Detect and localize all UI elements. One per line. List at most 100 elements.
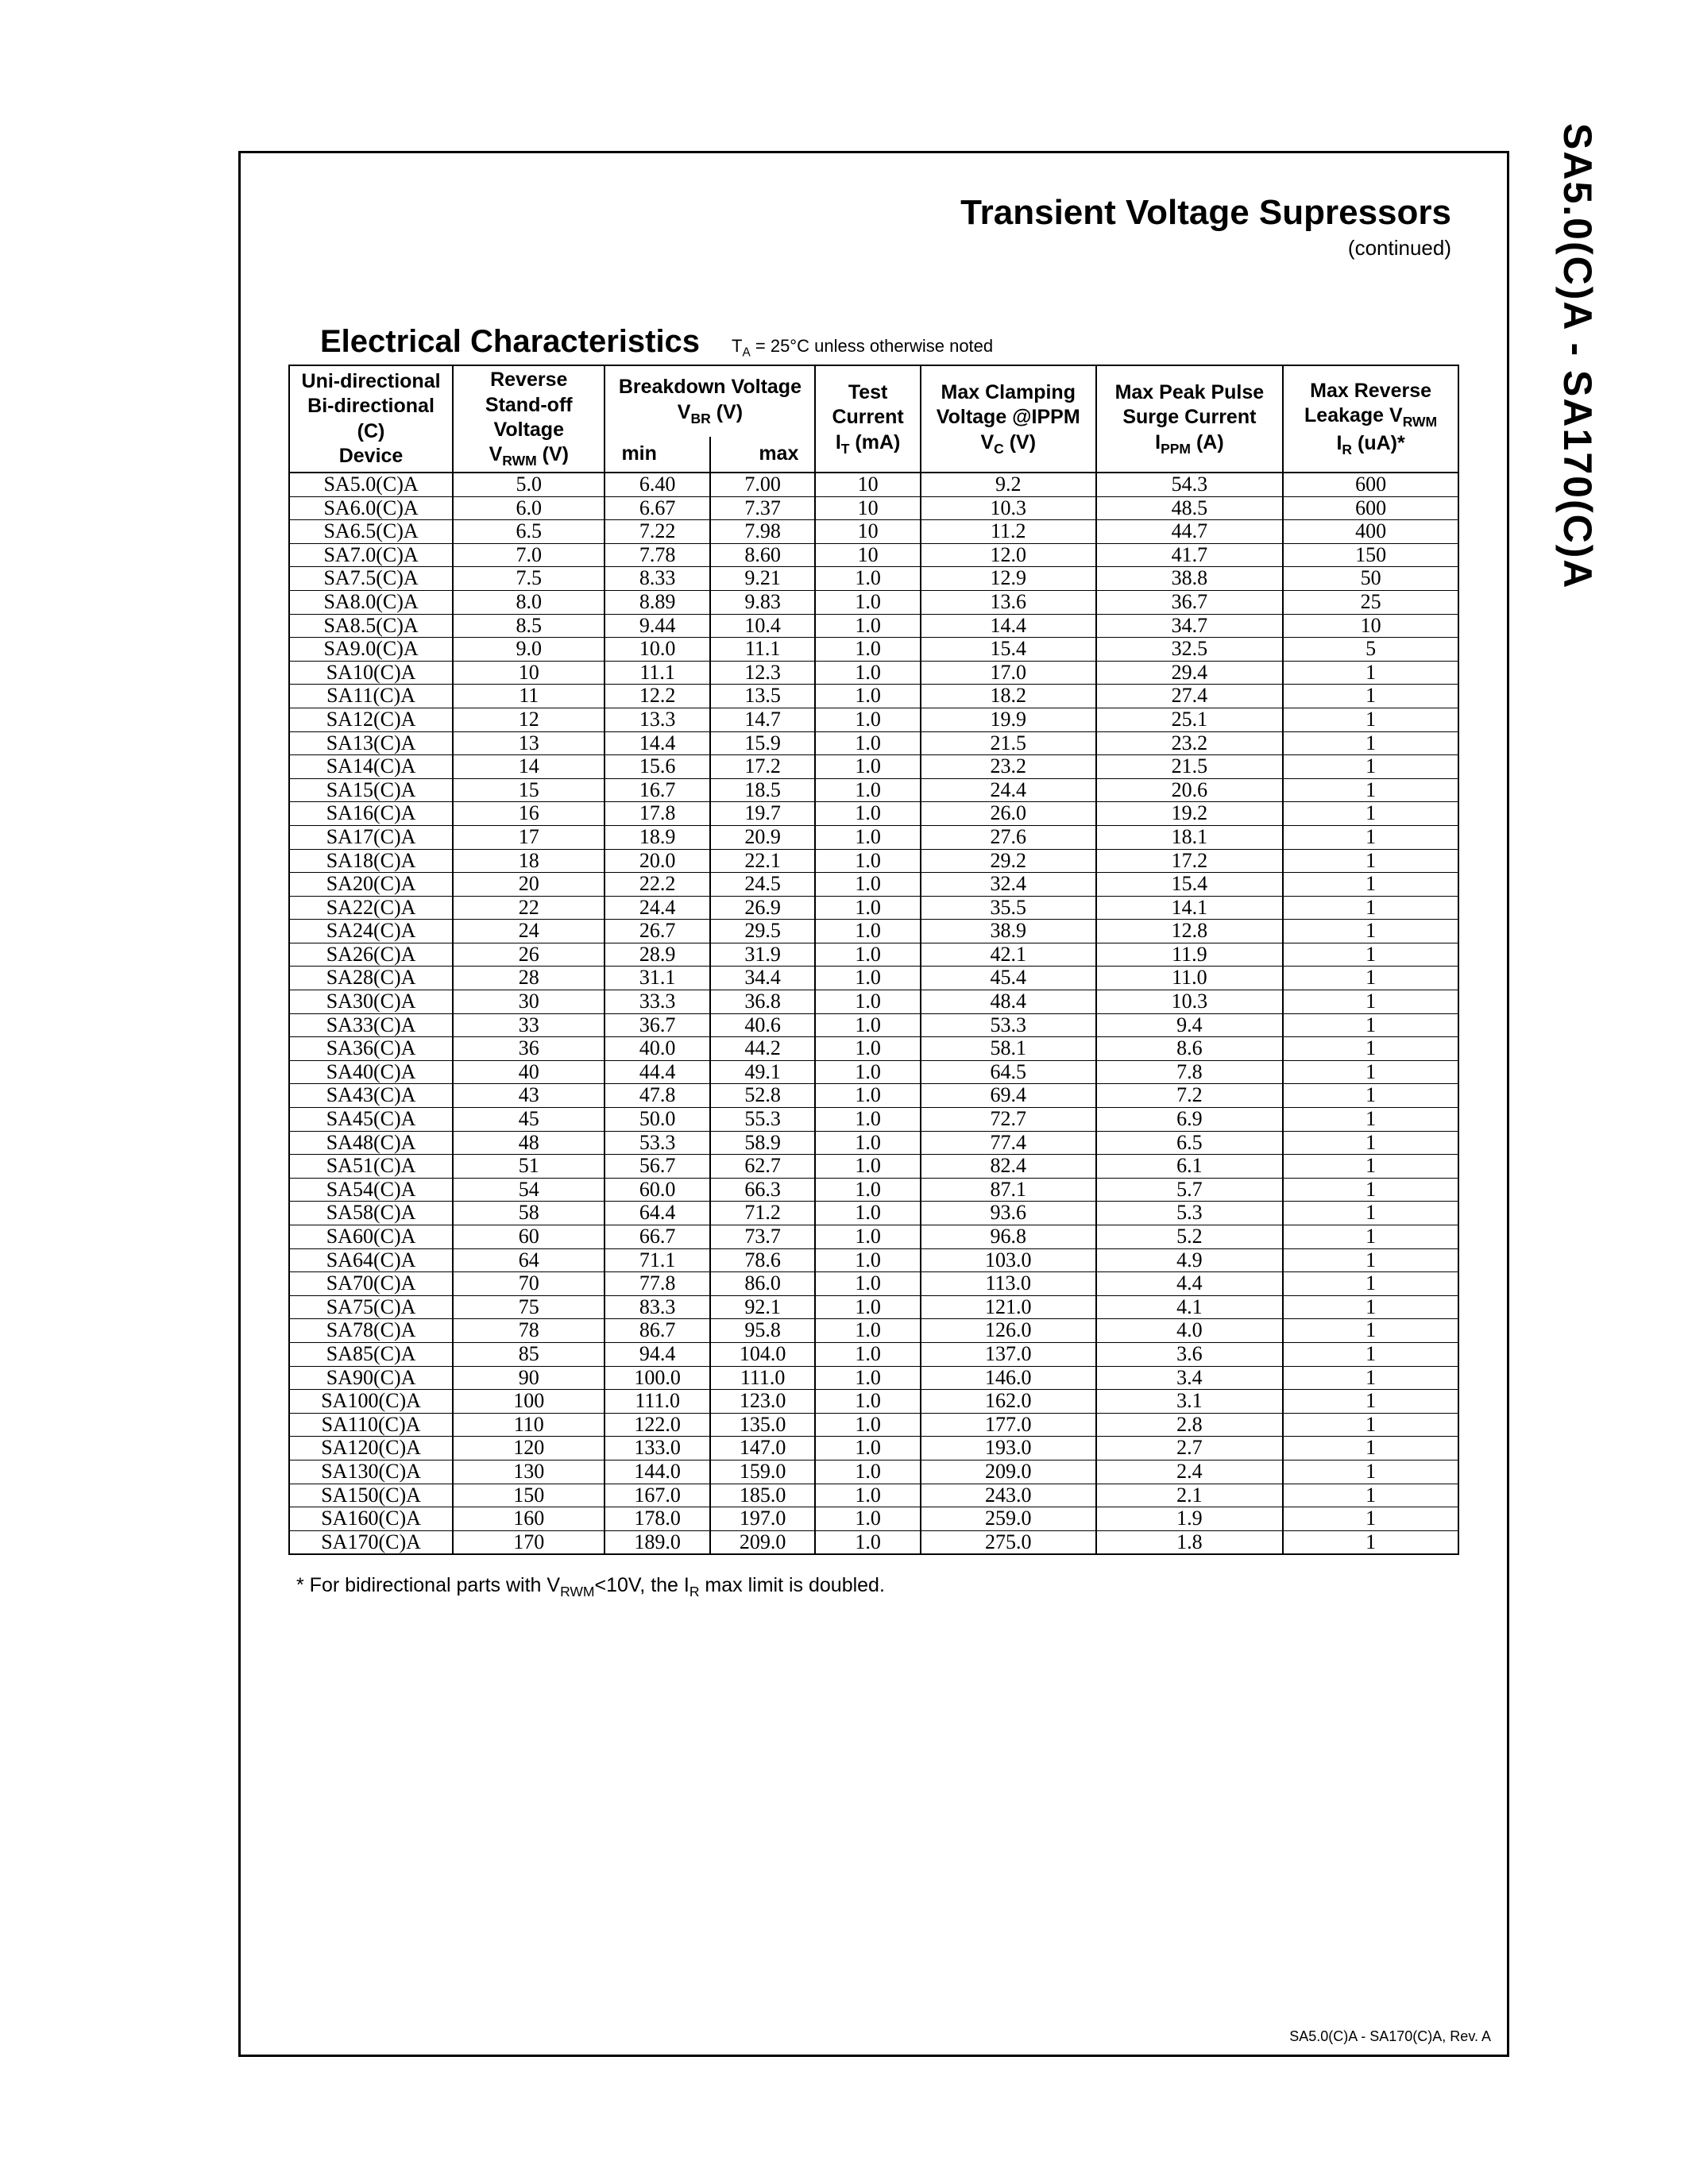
cell-vc: 26.0 xyxy=(921,802,1096,826)
cell-it: 1.0 xyxy=(815,1319,920,1343)
cell-v: 64 xyxy=(453,1248,605,1272)
cell-ippm: 2.1 xyxy=(1096,1484,1284,1507)
cell-vc: 23.2 xyxy=(921,755,1096,779)
cell-dev: SA11(C)A xyxy=(289,685,453,708)
cell-ir: 1 xyxy=(1283,849,1458,873)
cell-it: 1.0 xyxy=(815,802,920,826)
cell-it: 1.0 xyxy=(815,1108,920,1132)
table-row: SA36(C)A3640.044.21.058.18.61 xyxy=(289,1037,1458,1061)
cell-it: 1.0 xyxy=(815,685,920,708)
cell-it: 1.0 xyxy=(815,896,920,920)
cell-ippm: 27.4 xyxy=(1096,685,1284,708)
cell-vc: 48.4 xyxy=(921,990,1096,1014)
cell-ippm: 17.2 xyxy=(1096,849,1284,873)
cell-min: 36.7 xyxy=(605,1013,709,1037)
cell-ir: 150 xyxy=(1283,543,1458,567)
page-footer: SA5.0(C)A - SA170(C)A, Rev. A xyxy=(1289,2028,1491,2045)
cell-vc: 17.0 xyxy=(921,661,1096,685)
cell-min: 66.7 xyxy=(605,1225,709,1249)
cell-it: 1.0 xyxy=(815,1037,920,1061)
cell-ippm: 5.3 xyxy=(1096,1202,1284,1225)
cell-ippm: 1.8 xyxy=(1096,1530,1284,1554)
cell-v: 36 xyxy=(453,1037,605,1061)
cell-v: 28 xyxy=(453,967,605,990)
cell-min: 7.22 xyxy=(605,520,709,544)
cell-ir: 1 xyxy=(1283,1248,1458,1272)
cell-dev: SA48(C)A xyxy=(289,1131,453,1155)
cell-dev: SA78(C)A xyxy=(289,1319,453,1343)
cell-it: 1.0 xyxy=(815,1530,920,1554)
table-row: SA5.0(C)A5.06.407.00109.254.3600 xyxy=(289,473,1458,496)
cell-vc: 15.4 xyxy=(921,638,1096,662)
cell-min: 10.0 xyxy=(605,638,709,662)
cell-it: 1.0 xyxy=(815,1248,920,1272)
cell-max: 26.9 xyxy=(710,896,815,920)
cell-min: 71.1 xyxy=(605,1248,709,1272)
cell-min: 6.67 xyxy=(605,496,709,520)
cell-it: 1.0 xyxy=(815,1272,920,1296)
cell-ir: 1 xyxy=(1283,1131,1458,1155)
cell-min: 24.4 xyxy=(605,896,709,920)
cell-v: 48 xyxy=(453,1131,605,1155)
cell-v: 17 xyxy=(453,825,605,849)
cell-it: 1.0 xyxy=(815,943,920,967)
cell-vc: 13.6 xyxy=(921,590,1096,614)
table-row: SA45(C)A4550.055.31.072.76.91 xyxy=(289,1108,1458,1132)
cell-dev: SA43(C)A xyxy=(289,1084,453,1108)
cell-vc: 27.6 xyxy=(921,825,1096,849)
cell-vc: 58.1 xyxy=(921,1037,1096,1061)
cell-it: 1.0 xyxy=(815,1178,920,1202)
cell-max: 40.6 xyxy=(710,1013,815,1037)
section-heading-row: Electrical Characteristics TA = 25°C unl… xyxy=(320,324,1459,360)
cell-vc: 45.4 xyxy=(921,967,1096,990)
cell-min: 94.4 xyxy=(605,1342,709,1366)
cell-max: 34.4 xyxy=(710,967,815,990)
table-row: SA120(C)A120133.0147.01.0193.02.71 xyxy=(289,1437,1458,1461)
cell-v: 54 xyxy=(453,1178,605,1202)
cell-ir: 1 xyxy=(1283,1484,1458,1507)
table-row: SA11(C)A1112.213.51.018.227.41 xyxy=(289,685,1458,708)
cell-max: 13.5 xyxy=(710,685,815,708)
cell-v: 170 xyxy=(453,1530,605,1554)
cell-vc: 177.0 xyxy=(921,1413,1096,1437)
col-ippm: Max Peak Pulse Surge Current IPPM (A) xyxy=(1096,365,1284,473)
cell-ippm: 20.6 xyxy=(1096,778,1284,802)
table-row: SA150(C)A150167.0185.01.0243.02.11 xyxy=(289,1484,1458,1507)
cell-v: 130 xyxy=(453,1460,605,1484)
cell-ir: 1 xyxy=(1283,1225,1458,1249)
cell-max: 7.37 xyxy=(710,496,815,520)
cell-max: 78.6 xyxy=(710,1248,815,1272)
cell-ippm: 10.3 xyxy=(1096,990,1284,1014)
cell-it: 1.0 xyxy=(815,1060,920,1084)
table-row: SA51(C)A5156.762.71.082.46.11 xyxy=(289,1155,1458,1179)
table-row: SA8.5(C)A8.59.4410.41.014.434.710 xyxy=(289,614,1458,638)
cell-ir: 25 xyxy=(1283,590,1458,614)
cell-ir: 1 xyxy=(1283,731,1458,755)
cell-min: 77.8 xyxy=(605,1272,709,1296)
cell-max: 147.0 xyxy=(710,1437,815,1461)
cell-it: 1.0 xyxy=(815,755,920,779)
table-row: SA16(C)A1617.819.71.026.019.21 xyxy=(289,802,1458,826)
note-subscript: A xyxy=(743,345,751,359)
cell-ippm: 4.4 xyxy=(1096,1272,1284,1296)
cell-dev: SA36(C)A xyxy=(289,1037,453,1061)
cell-dev: SA58(C)A xyxy=(289,1202,453,1225)
cell-vc: 19.9 xyxy=(921,708,1096,731)
cell-it: 1.0 xyxy=(815,1342,920,1366)
cell-max: 111.0 xyxy=(710,1366,815,1390)
table-row: SA160(C)A160178.0197.01.0259.01.91 xyxy=(289,1507,1458,1531)
cell-it: 1.0 xyxy=(815,1390,920,1414)
cell-v: 7.0 xyxy=(453,543,605,567)
cell-min: 20.0 xyxy=(605,849,709,873)
cell-max: 18.5 xyxy=(710,778,815,802)
cell-ir: 1 xyxy=(1283,1413,1458,1437)
cell-vc: 162.0 xyxy=(921,1390,1096,1414)
cell-min: 7.78 xyxy=(605,543,709,567)
cell-dev: SA70(C)A xyxy=(289,1272,453,1296)
table-row: SA110(C)A110122.0135.01.0177.02.81 xyxy=(289,1413,1458,1437)
cell-v: 8.0 xyxy=(453,590,605,614)
page-continued: (continued) xyxy=(288,236,1451,260)
cell-min: 17.8 xyxy=(605,802,709,826)
cell-ir: 1 xyxy=(1283,1155,1458,1179)
cell-max: 7.98 xyxy=(710,520,815,544)
